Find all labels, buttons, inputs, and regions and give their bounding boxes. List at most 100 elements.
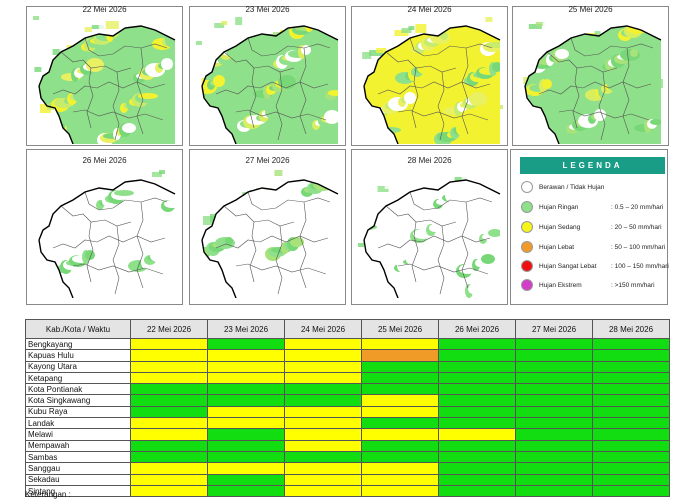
footer-note: Keterangan : — [25, 490, 71, 499]
forecast-cell — [592, 450, 670, 464]
map-date: 24 Mei 2026 — [407, 5, 452, 14]
forecast-cell — [284, 405, 362, 419]
region-name: Sambas — [25, 450, 131, 464]
forecast-cell — [130, 394, 208, 407]
forecast-cell — [438, 428, 516, 441]
forecast-cell — [438, 394, 516, 407]
rainfall-map — [362, 17, 503, 144]
forecast-cell — [592, 462, 670, 475]
regency-border — [299, 201, 307, 289]
forecast-cell — [130, 349, 208, 362]
region-name: Kubu Raya — [25, 405, 131, 419]
rainfall-map — [35, 170, 176, 298]
column-header: 23 Mei 2026 — [207, 319, 285, 339]
regency-border — [84, 37, 168, 57]
region-name: Melawi — [25, 428, 131, 441]
forecast-cell — [207, 417, 285, 430]
forecast-cell — [438, 484, 516, 498]
forecast-cell — [438, 439, 516, 452]
region-name: Kapuas Hulu — [25, 349, 131, 362]
forecast-cell — [592, 349, 670, 362]
legend-swatch — [521, 181, 533, 193]
forecast-cell — [515, 394, 593, 407]
legend-range: : 0.5 – 20 mm/hari — [611, 204, 664, 211]
forecast-cell — [130, 417, 208, 430]
map-date: 28 Mei 2026 — [407, 156, 452, 165]
legend-label: Hujan Sangat Lebat — [539, 263, 597, 270]
forecast-cell — [361, 371, 439, 385]
forecast-cell — [438, 349, 516, 362]
column-header: 27 Mei 2026 — [515, 319, 593, 339]
forecast-cell — [438, 473, 516, 486]
region-name: Sintang — [25, 484, 131, 498]
forecast-cell — [592, 360, 670, 373]
map-panel-5: 26 Mei 2026 — [26, 149, 183, 305]
coastline — [363, 239, 399, 298]
legend-swatch — [521, 279, 533, 291]
regency-border — [249, 221, 257, 283]
regency-border — [558, 109, 650, 121]
regency-border — [215, 81, 329, 95]
regency-border — [235, 263, 327, 275]
legend-swatch — [521, 201, 533, 213]
forecast-cell — [361, 428, 439, 441]
forecast-cell — [207, 428, 285, 441]
forecast-cell — [207, 405, 285, 419]
table-row: Landak — [25, 417, 670, 430]
table-row: Kota Pontianak — [25, 383, 670, 396]
map-panel-1: 22 Mei 2026 — [26, 5, 183, 146]
forecast-cell — [130, 371, 208, 385]
regency-border — [538, 81, 652, 95]
regency-border — [112, 225, 120, 295]
regency-border — [136, 201, 144, 289]
forecast-cell — [130, 450, 208, 464]
regency-border — [397, 263, 489, 275]
forecast-cell — [515, 484, 593, 498]
coastline — [524, 85, 560, 144]
coastline — [201, 239, 237, 298]
rainfall-map — [197, 170, 339, 298]
forecast-cell — [438, 371, 516, 385]
coastline — [201, 179, 339, 241]
forecast-cell — [130, 439, 208, 452]
forecast-cell — [515, 439, 593, 452]
column-header: 28 Mei 2026 — [592, 319, 670, 339]
regency-border — [136, 47, 144, 135]
forecast-cell — [515, 349, 593, 362]
regency-border — [409, 191, 493, 211]
forecast-cell — [361, 473, 439, 486]
column-header: 24 Mei 2026 — [284, 319, 362, 339]
forecast-cell — [438, 383, 516, 396]
forecast-cell — [130, 337, 208, 351]
region-name: Kota Singkawang — [25, 394, 131, 407]
legend-swatch — [521, 241, 533, 253]
regency-border — [72, 109, 164, 121]
forecast-cell — [361, 360, 439, 373]
legend-label: Hujan Sedang — [539, 224, 581, 231]
forecast-cell — [515, 473, 593, 486]
forecast-cell — [592, 337, 670, 351]
regency-border — [622, 47, 630, 135]
forecast-cell — [207, 371, 285, 385]
regency-border — [275, 71, 283, 141]
regency-border — [461, 47, 469, 135]
forecast-cell — [207, 484, 285, 498]
map-panel-7: 28 Mei 2026 — [351, 149, 508, 305]
forecast-cell — [284, 428, 362, 441]
coastline — [363, 179, 501, 241]
regency-border — [397, 109, 489, 121]
regency-border — [377, 81, 491, 95]
regency-border — [299, 47, 307, 135]
forecast-cell — [515, 383, 593, 396]
forecast-cell — [592, 371, 670, 385]
legend-range: : 100 – 150 mm/hari — [611, 263, 669, 270]
forecast-cell — [515, 405, 593, 419]
coastline — [201, 25, 339, 87]
forecast-cell — [592, 484, 670, 498]
forecast-cell — [207, 349, 285, 362]
regency-border — [437, 225, 445, 295]
regency-border — [247, 191, 331, 211]
legend-label: Hujan Lebat — [539, 244, 575, 251]
forecast-cell — [130, 383, 208, 396]
map-date: 22 Mei 2026 — [82, 5, 127, 14]
